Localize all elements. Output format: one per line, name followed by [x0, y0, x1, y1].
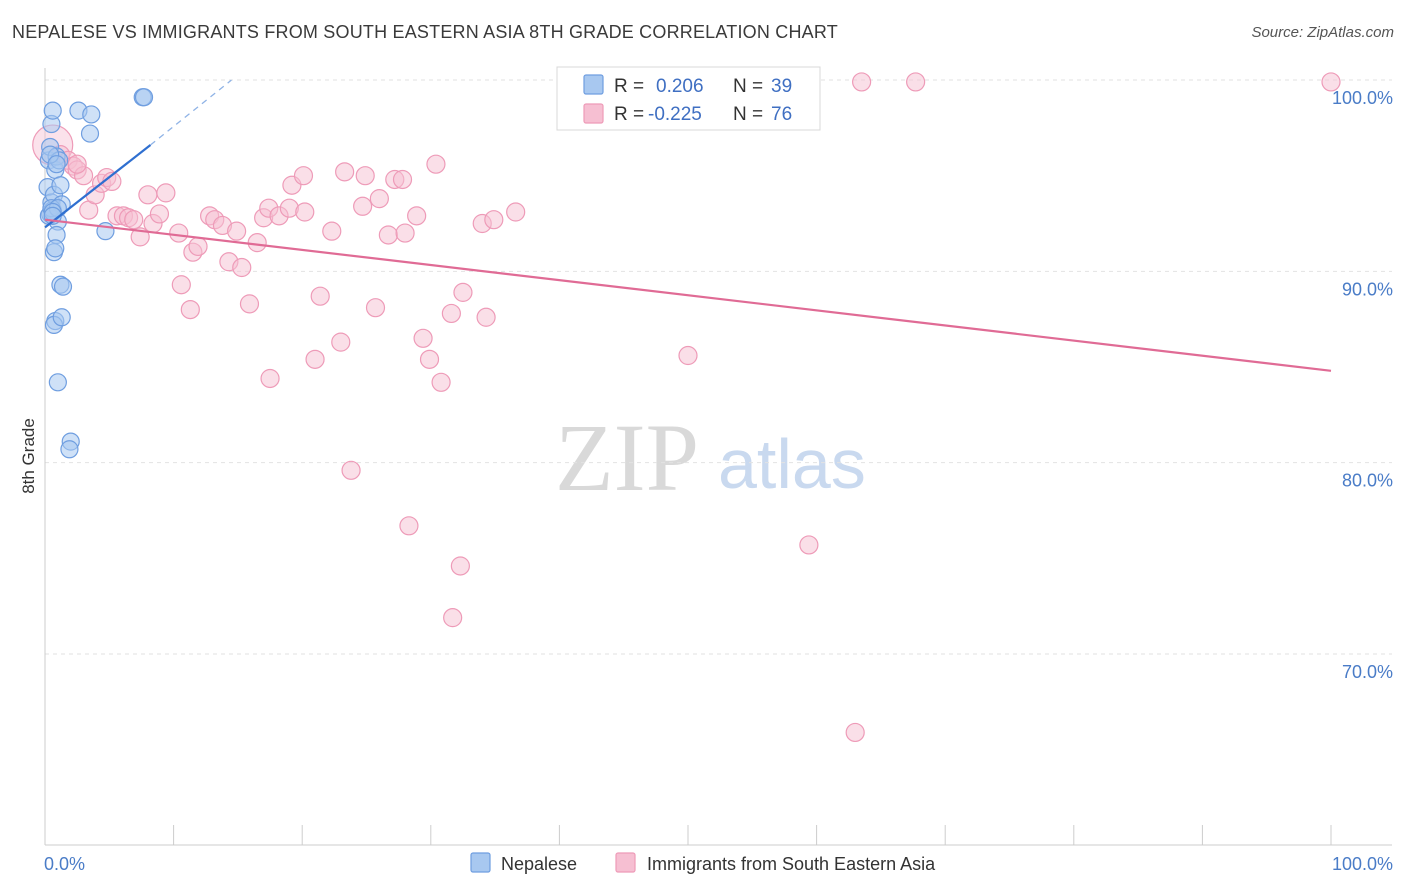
nepalese-point [52, 308, 71, 327]
nepalese-point [53, 277, 73, 296]
bottom-legend-swatch-immigrants [615, 852, 636, 873]
legend-r-label-1: R = [614, 76, 644, 97]
immigrants-point [441, 303, 461, 324]
y-tick-label-70: 70.0% [1342, 662, 1393, 682]
nepalese-point [80, 124, 100, 143]
x-tick-label-0: 0.0% [44, 854, 85, 874]
immigrants-point [322, 221, 342, 241]
immigrants-point [295, 202, 315, 222]
y-tick-label-100: 100.0% [1332, 88, 1393, 108]
immigrants-point [407, 206, 427, 226]
immigrants-point [506, 202, 526, 222]
immigrants-point [852, 72, 872, 92]
immigrants-point [138, 185, 158, 205]
immigrants-point [1321, 72, 1341, 92]
legend-n-value-1: 39 [771, 76, 792, 97]
nepalese-point [134, 88, 154, 107]
immigrants-point [124, 210, 144, 230]
immigrants-point [799, 535, 819, 555]
nepalese-point [51, 176, 70, 195]
legend-swatch-nepalese [583, 74, 604, 95]
immigrants-point [180, 300, 200, 320]
nepalese-point [46, 239, 65, 258]
legend-n-label-1: N = [733, 76, 763, 97]
immigrants-point [171, 275, 191, 295]
immigrants-point [149, 204, 170, 224]
legend-n-value-2: 76 [771, 104, 792, 125]
top-legend: R = 0.206 N = 39 R = -0.225 N = 76 [556, 66, 821, 131]
watermark-zip: ZIP [555, 404, 699, 511]
x-tick-label-100: 100.0% [1332, 854, 1393, 874]
immigrants-point [305, 349, 325, 369]
immigrants-point [341, 460, 361, 480]
nepalese-point [48, 373, 67, 392]
nepalese-trend-line [44, 144, 152, 229]
immigrants-point [392, 169, 413, 190]
immigrants-point [369, 189, 389, 209]
immigrants-point [239, 294, 260, 314]
series-immigrants-points [32, 72, 1341, 743]
y-axis-title: 8th Grade [19, 418, 38, 494]
immigrants-point [67, 154, 87, 174]
immigrants-point [188, 236, 208, 257]
source-label: Source: ZipAtlas.com [1251, 24, 1394, 41]
immigrants-point [293, 166, 314, 186]
legend-r-value-1: 0.206 [656, 76, 704, 97]
watermark-atlas: atlas [718, 425, 866, 503]
immigrants-point [453, 282, 473, 302]
immigrants-point [906, 72, 926, 92]
y-tick-label-80: 80.0% [1342, 471, 1393, 491]
immigrants-point [378, 225, 398, 245]
immigrants-point [335, 162, 355, 182]
y-tick-labels: 70.0% 80.0% 90.0% 100.0% [1332, 88, 1393, 682]
legend-swatch-immigrants [583, 103, 604, 124]
legend-n-label-2: N = [733, 104, 763, 125]
immigrants-point [484, 210, 504, 230]
immigrants-trend-line [44, 218, 1332, 372]
immigrants-point [232, 257, 252, 278]
series-nepalese-points [38, 88, 154, 459]
bottom-legend-label-nepalese: Nepalese [501, 854, 577, 874]
immigrants-point [169, 223, 189, 243]
nepalese-point [47, 155, 66, 174]
immigrants-point [331, 332, 351, 352]
legend-r-label-2: R = [614, 104, 644, 125]
immigrants-point [476, 307, 496, 327]
trend-lines [44, 79, 1332, 372]
immigrants-point [247, 233, 267, 253]
bottom-legend-label-immigrants: Immigrants from South Eastern Asia [647, 854, 936, 874]
immigrants-point [365, 298, 386, 318]
legend-r-value-2: -0.225 [648, 104, 702, 125]
immigrants-point [395, 223, 415, 243]
immigrants-point [431, 372, 451, 392]
immigrants-point [353, 196, 373, 216]
nepalese-point [82, 105, 101, 124]
bottom-legend: Nepalese Immigrants from South Eastern A… [470, 852, 936, 874]
x-tick-labels: 0.0% 100.0% [44, 854, 1393, 874]
immigrants-point [156, 183, 176, 203]
immigrants-point [419, 349, 440, 369]
immigrants-point [260, 368, 280, 389]
immigrants-point [450, 556, 470, 576]
immigrants-point [310, 286, 330, 306]
grid-lines [45, 79, 1392, 655]
bottom-legend-swatch-nepalese [470, 852, 491, 873]
y-tick-label-90: 90.0% [1342, 279, 1393, 299]
axes [44, 68, 1392, 846]
chart-title: NEPALESE VS IMMIGRANTS FROM SOUTH EASTER… [12, 22, 838, 42]
nepalese-point [43, 101, 62, 120]
nepalese-trend-extension [150, 79, 232, 146]
immigrants-point [443, 608, 463, 628]
immigrants-point [399, 516, 419, 536]
immigrants-point [355, 166, 375, 186]
immigrants-point [413, 328, 433, 348]
immigrants-point [426, 154, 446, 174]
immigrants-point [678, 345, 698, 366]
immigrants-point [227, 221, 247, 241]
nepalese-point [60, 440, 79, 459]
immigrants-point [845, 722, 865, 743]
